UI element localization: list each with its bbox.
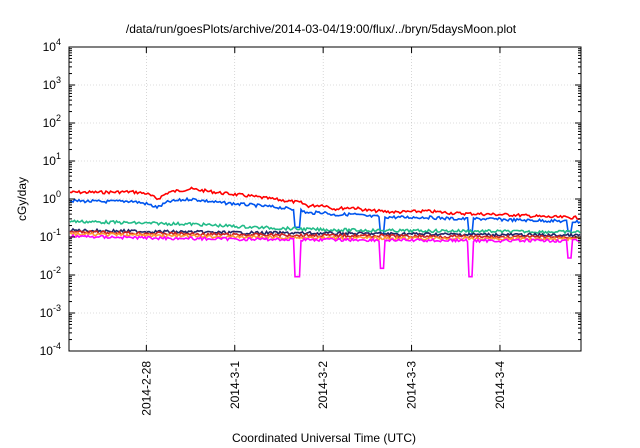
x-tick-label: 2014-3-2	[316, 361, 330, 409]
series-layer	[69, 186, 581, 278]
y-tick-exponent: 0	[56, 189, 61, 199]
y-tick-base: 10	[43, 154, 57, 168]
series-line	[69, 219, 581, 235]
y-tick-base: 10	[40, 344, 54, 358]
x-axis: 2014-2-28 2014-3-1 2014-3-2 2014-3-3 2014-3-…	[139, 47, 507, 416]
y-tick-exponent: 4	[56, 37, 61, 47]
chart-title: /data/run/goesPlots/archive/2014-03-04/1…	[126, 22, 517, 36]
y-tick-label: 104	[43, 37, 61, 54]
y-tick-exponent: -4	[53, 341, 61, 351]
y-tick-label: 10-3	[40, 303, 61, 320]
x-tick-label: 2014-3-3	[405, 361, 419, 409]
series-line	[69, 227, 581, 239]
y-tick-exponent: 2	[56, 113, 61, 123]
y-tick-label: 103	[43, 75, 61, 92]
series-line	[69, 196, 581, 235]
y-tick-exponent: -2	[53, 265, 61, 275]
y-tick-label: 10-2	[40, 265, 61, 282]
series-line	[69, 233, 581, 278]
y-tick-exponent: 3	[56, 75, 61, 85]
y-tick-base: 10	[43, 40, 57, 54]
y-tick-base: 10	[40, 268, 54, 282]
y-tick-label: 100	[43, 189, 61, 206]
y-tick-exponent: 1	[56, 151, 61, 161]
y-tick-label: 10-4	[40, 341, 61, 358]
y-tick-base: 10	[40, 306, 54, 320]
y-tick-base: 10	[43, 192, 57, 206]
x-tick-label: 2014-3-4	[493, 361, 507, 409]
x-axis-label: Coordinated Universal Time (UTC)	[232, 431, 416, 445]
y-tick-base: 10	[40, 230, 54, 244]
y-tick-label: 102	[43, 113, 61, 130]
y-tick-base: 10	[43, 116, 57, 130]
x-tick-label: 2014-3-1	[228, 361, 242, 409]
y-tick-label: 101	[43, 151, 61, 168]
y-tick-exponent: -1	[53, 227, 61, 237]
y-axis-label: cGy/day	[15, 177, 29, 221]
series-line	[69, 186, 581, 221]
y-tick-exponent: -3	[53, 303, 61, 313]
y-tick-base: 10	[43, 78, 57, 92]
x-tick-label: 2014-2-28	[139, 361, 153, 416]
grid	[69, 47, 581, 351]
y-tick-label: 10-1	[40, 227, 61, 244]
